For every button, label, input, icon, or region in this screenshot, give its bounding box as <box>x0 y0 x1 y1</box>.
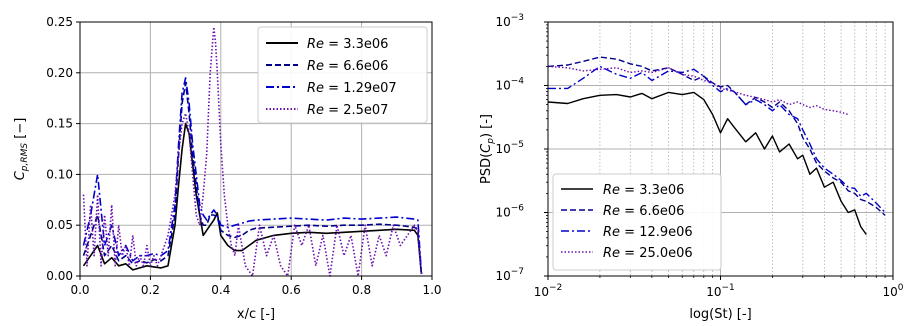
left-legend-label: Re = 6.6e06 <box>307 59 388 74</box>
left-xtick-label: 0.4 <box>211 283 230 297</box>
right-ytick-label: 10−4 <box>495 77 524 93</box>
right-ytick-label: 10−3 <box>495 13 524 29</box>
left-ytick-label: 0.05 <box>46 218 73 232</box>
left-x-axis-label: x/c [-] <box>237 307 275 322</box>
right-panel: 10−2 10−1 100 10−7 10−6 10−5 10−4 10−3 log(St) [… <box>479 13 904 322</box>
left-ytick-label: 0.25 <box>46 15 73 29</box>
left-series-line <box>82 82 423 275</box>
left-legend-label: Re = 3.3e06 <box>307 37 388 52</box>
left-legend: Re = 3.3e06 Re = 6.6e06 Re = 1.29e07 Re = 2… <box>257 26 428 124</box>
right-legend-label: Re = 3.3e06 <box>603 183 684 198</box>
right-legend: Re = 3.3e06 Re = 6.6e06 Re = 12.9e06 Re = 2… <box>552 173 722 271</box>
left-axes-frame <box>79 21 433 277</box>
right-series-line <box>547 65 849 116</box>
left-xtick-label: 0.2 <box>141 283 160 297</box>
right-ytick-label: 10−7 <box>495 267 524 283</box>
right-series-line <box>547 91 867 235</box>
right-xtick-label: 10−1 <box>706 283 735 299</box>
right-xtick-label: 10−2 <box>534 283 563 299</box>
left-ytick-label: 0.00 <box>46 269 73 283</box>
left-ytick-label: 0.10 <box>46 167 73 181</box>
left-y-axis-label: Cp,RMS [−] <box>13 118 30 181</box>
left-ytick-label: 0.20 <box>46 66 73 80</box>
left-series-line <box>82 122 423 275</box>
left-xtick-label: 1.0 <box>422 283 441 297</box>
left-legend-box <box>257 26 428 124</box>
right-y-axis-label: PSD(Cp) [-] <box>479 114 496 184</box>
right-ytick-label: 10−5 <box>495 140 524 156</box>
left-ytick-label: 0.15 <box>46 117 73 131</box>
left-legend-label: Re = 1.29e07 <box>307 81 397 96</box>
right-series-line <box>547 56 886 216</box>
right-legend-label: Re = 6.6e06 <box>603 204 684 219</box>
left-xtick-label: 0.0 <box>70 283 89 297</box>
right-legend-label: Re = 12.9e06 <box>603 225 693 240</box>
right-series-line <box>548 65 886 213</box>
right-x-axis-label: log(St) [-] <box>689 307 751 322</box>
left-legend-label: Re = 2.5e07 <box>307 103 388 118</box>
left-series-line <box>82 77 423 275</box>
right-xtick-label: 100 <box>882 283 903 299</box>
right-legend-label: Re = 25.0e06 <box>603 246 693 261</box>
right-axes-frame <box>547 21 894 277</box>
left-xtick-label: 0.6 <box>282 283 301 297</box>
left-panel: 0.0 0.2 0.4 0.6 0.8 1.0 0.00 0.05 0.10 0.15 0.20 0.… <box>13 15 442 322</box>
left-xtick-label: 0.8 <box>352 283 371 297</box>
right-legend-box <box>552 173 722 271</box>
right-ytick-label: 10−6 <box>495 204 524 220</box>
